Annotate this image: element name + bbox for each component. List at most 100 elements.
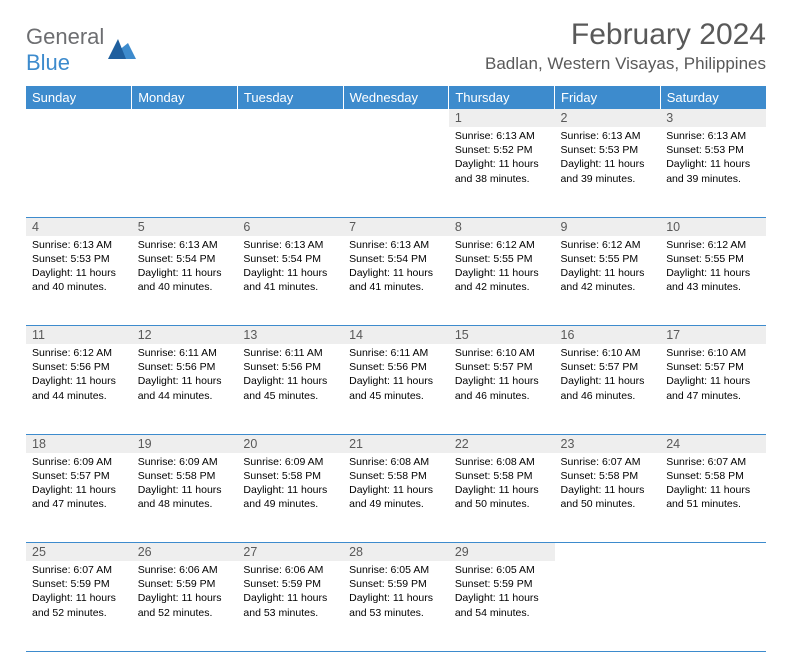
day-header: Thursday [449,86,555,109]
sunrise-text: Sunrise: 6:10 AM [666,346,760,360]
sunrise-text: Sunrise: 6:09 AM [138,455,232,469]
sunset-text: Sunset: 5:58 PM [349,469,443,483]
day-content-cell: Sunrise: 6:10 AMSunset: 5:57 PMDaylight:… [449,344,555,434]
daylight-text: Daylight: 11 hours and 44 minutes. [138,374,232,402]
sunrise-text: Sunrise: 6:12 AM [561,238,655,252]
day-number-cell: 16 [555,326,661,345]
daylight-text: Daylight: 11 hours and 39 minutes. [666,157,760,185]
content-row: Sunrise: 6:13 AMSunset: 5:52 PMDaylight:… [26,127,766,217]
calendar-table: Sunday Monday Tuesday Wednesday Thursday… [26,86,766,652]
day-header: Friday [555,86,661,109]
day-content-cell: Sunrise: 6:06 AMSunset: 5:59 PMDaylight:… [132,561,238,651]
day-number-cell: 26 [132,543,238,562]
day-number-cell: 8 [449,217,555,236]
daynum-row: 2526272829 [26,543,766,562]
daynum-row: 123 [26,109,766,127]
sunset-text: Sunset: 5:57 PM [561,360,655,374]
daylight-text: Daylight: 11 hours and 40 minutes. [138,266,232,294]
sunrise-text: Sunrise: 6:13 AM [666,129,760,143]
daylight-text: Daylight: 11 hours and 43 minutes. [666,266,760,294]
daylight-text: Daylight: 11 hours and 41 minutes. [243,266,337,294]
day-header: Sunday [26,86,132,109]
sunset-text: Sunset: 5:57 PM [32,469,126,483]
daylight-text: Daylight: 11 hours and 50 minutes. [561,483,655,511]
sunrise-text: Sunrise: 6:09 AM [32,455,126,469]
day-number-cell: 1 [449,109,555,127]
brand-name-2: Blue [26,50,70,75]
sunset-text: Sunset: 5:53 PM [32,252,126,266]
day-number-cell [132,109,238,127]
sunset-text: Sunset: 5:57 PM [455,360,549,374]
day-content-cell: Sunrise: 6:09 AMSunset: 5:58 PMDaylight:… [132,453,238,543]
sunrise-text: Sunrise: 6:13 AM [32,238,126,252]
day-content-cell: Sunrise: 6:07 AMSunset: 5:59 PMDaylight:… [26,561,132,651]
day-number-cell: 11 [26,326,132,345]
daylight-text: Daylight: 11 hours and 47 minutes. [666,374,760,402]
day-content-cell: Sunrise: 6:08 AMSunset: 5:58 PMDaylight:… [343,453,449,543]
daylight-text: Daylight: 11 hours and 50 minutes. [455,483,549,511]
day-header: Tuesday [237,86,343,109]
daylight-text: Daylight: 11 hours and 40 minutes. [32,266,126,294]
sunset-text: Sunset: 5:58 PM [455,469,549,483]
day-content-cell: Sunrise: 6:12 AMSunset: 5:55 PMDaylight:… [449,236,555,326]
daylight-text: Daylight: 11 hours and 54 minutes. [455,591,549,619]
daylight-text: Daylight: 11 hours and 44 minutes. [32,374,126,402]
sunset-text: Sunset: 5:56 PM [138,360,232,374]
day-number-cell: 5 [132,217,238,236]
brand-mark-icon [108,37,136,64]
location-subtitle: Badlan, Western Visayas, Philippines [485,54,766,74]
daynum-row: 11121314151617 [26,326,766,345]
daynum-row: 45678910 [26,217,766,236]
sunset-text: Sunset: 5:58 PM [138,469,232,483]
day-number-cell: 20 [237,434,343,453]
daylight-text: Daylight: 11 hours and 52 minutes. [32,591,126,619]
day-content-cell: Sunrise: 6:05 AMSunset: 5:59 PMDaylight:… [343,561,449,651]
day-number-cell: 9 [555,217,661,236]
sunset-text: Sunset: 5:59 PM [138,577,232,591]
daylight-text: Daylight: 11 hours and 52 minutes. [138,591,232,619]
day-header: Wednesday [343,86,449,109]
daylight-text: Daylight: 11 hours and 51 minutes. [666,483,760,511]
day-number-cell [26,109,132,127]
day-number-cell: 12 [132,326,238,345]
day-content-cell [343,127,449,217]
sunset-text: Sunset: 5:53 PM [666,143,760,157]
sunrise-text: Sunrise: 6:13 AM [349,238,443,252]
sunrise-text: Sunrise: 6:13 AM [561,129,655,143]
daylight-text: Daylight: 11 hours and 41 minutes. [349,266,443,294]
sunset-text: Sunset: 5:58 PM [666,469,760,483]
day-number-cell: 7 [343,217,449,236]
day-content-cell: Sunrise: 6:10 AMSunset: 5:57 PMDaylight:… [555,344,661,434]
day-number-cell: 24 [660,434,766,453]
day-header: Saturday [660,86,766,109]
daynum-row: 18192021222324 [26,434,766,453]
sunrise-text: Sunrise: 6:11 AM [243,346,337,360]
sunrise-text: Sunrise: 6:07 AM [561,455,655,469]
day-content-cell [555,561,661,651]
sunset-text: Sunset: 5:52 PM [455,143,549,157]
daylight-text: Daylight: 11 hours and 48 minutes. [138,483,232,511]
sunrise-text: Sunrise: 6:11 AM [138,346,232,360]
daylight-text: Daylight: 11 hours and 53 minutes. [243,591,337,619]
day-content-cell: Sunrise: 6:13 AMSunset: 5:54 PMDaylight:… [132,236,238,326]
day-number-cell: 21 [343,434,449,453]
content-row: Sunrise: 6:07 AMSunset: 5:59 PMDaylight:… [26,561,766,651]
sunrise-text: Sunrise: 6:12 AM [32,346,126,360]
daylight-text: Daylight: 11 hours and 45 minutes. [243,374,337,402]
sunrise-text: Sunrise: 6:08 AM [455,455,549,469]
day-content-cell: Sunrise: 6:12 AMSunset: 5:55 PMDaylight:… [660,236,766,326]
daylight-text: Daylight: 11 hours and 53 minutes. [349,591,443,619]
day-content-cell [660,561,766,651]
day-number-cell [237,109,343,127]
day-number-cell: 13 [237,326,343,345]
sunrise-text: Sunrise: 6:06 AM [243,563,337,577]
daylight-text: Daylight: 11 hours and 38 minutes. [455,157,549,185]
sunset-text: Sunset: 5:55 PM [666,252,760,266]
day-number-cell: 14 [343,326,449,345]
day-number-cell: 29 [449,543,555,562]
day-content-cell: Sunrise: 6:11 AMSunset: 5:56 PMDaylight:… [237,344,343,434]
day-number-cell: 17 [660,326,766,345]
day-number-cell [555,543,661,562]
day-content-cell: Sunrise: 6:10 AMSunset: 5:57 PMDaylight:… [660,344,766,434]
header: GeneralBlue February 2024 Badlan, Wester… [26,18,766,76]
